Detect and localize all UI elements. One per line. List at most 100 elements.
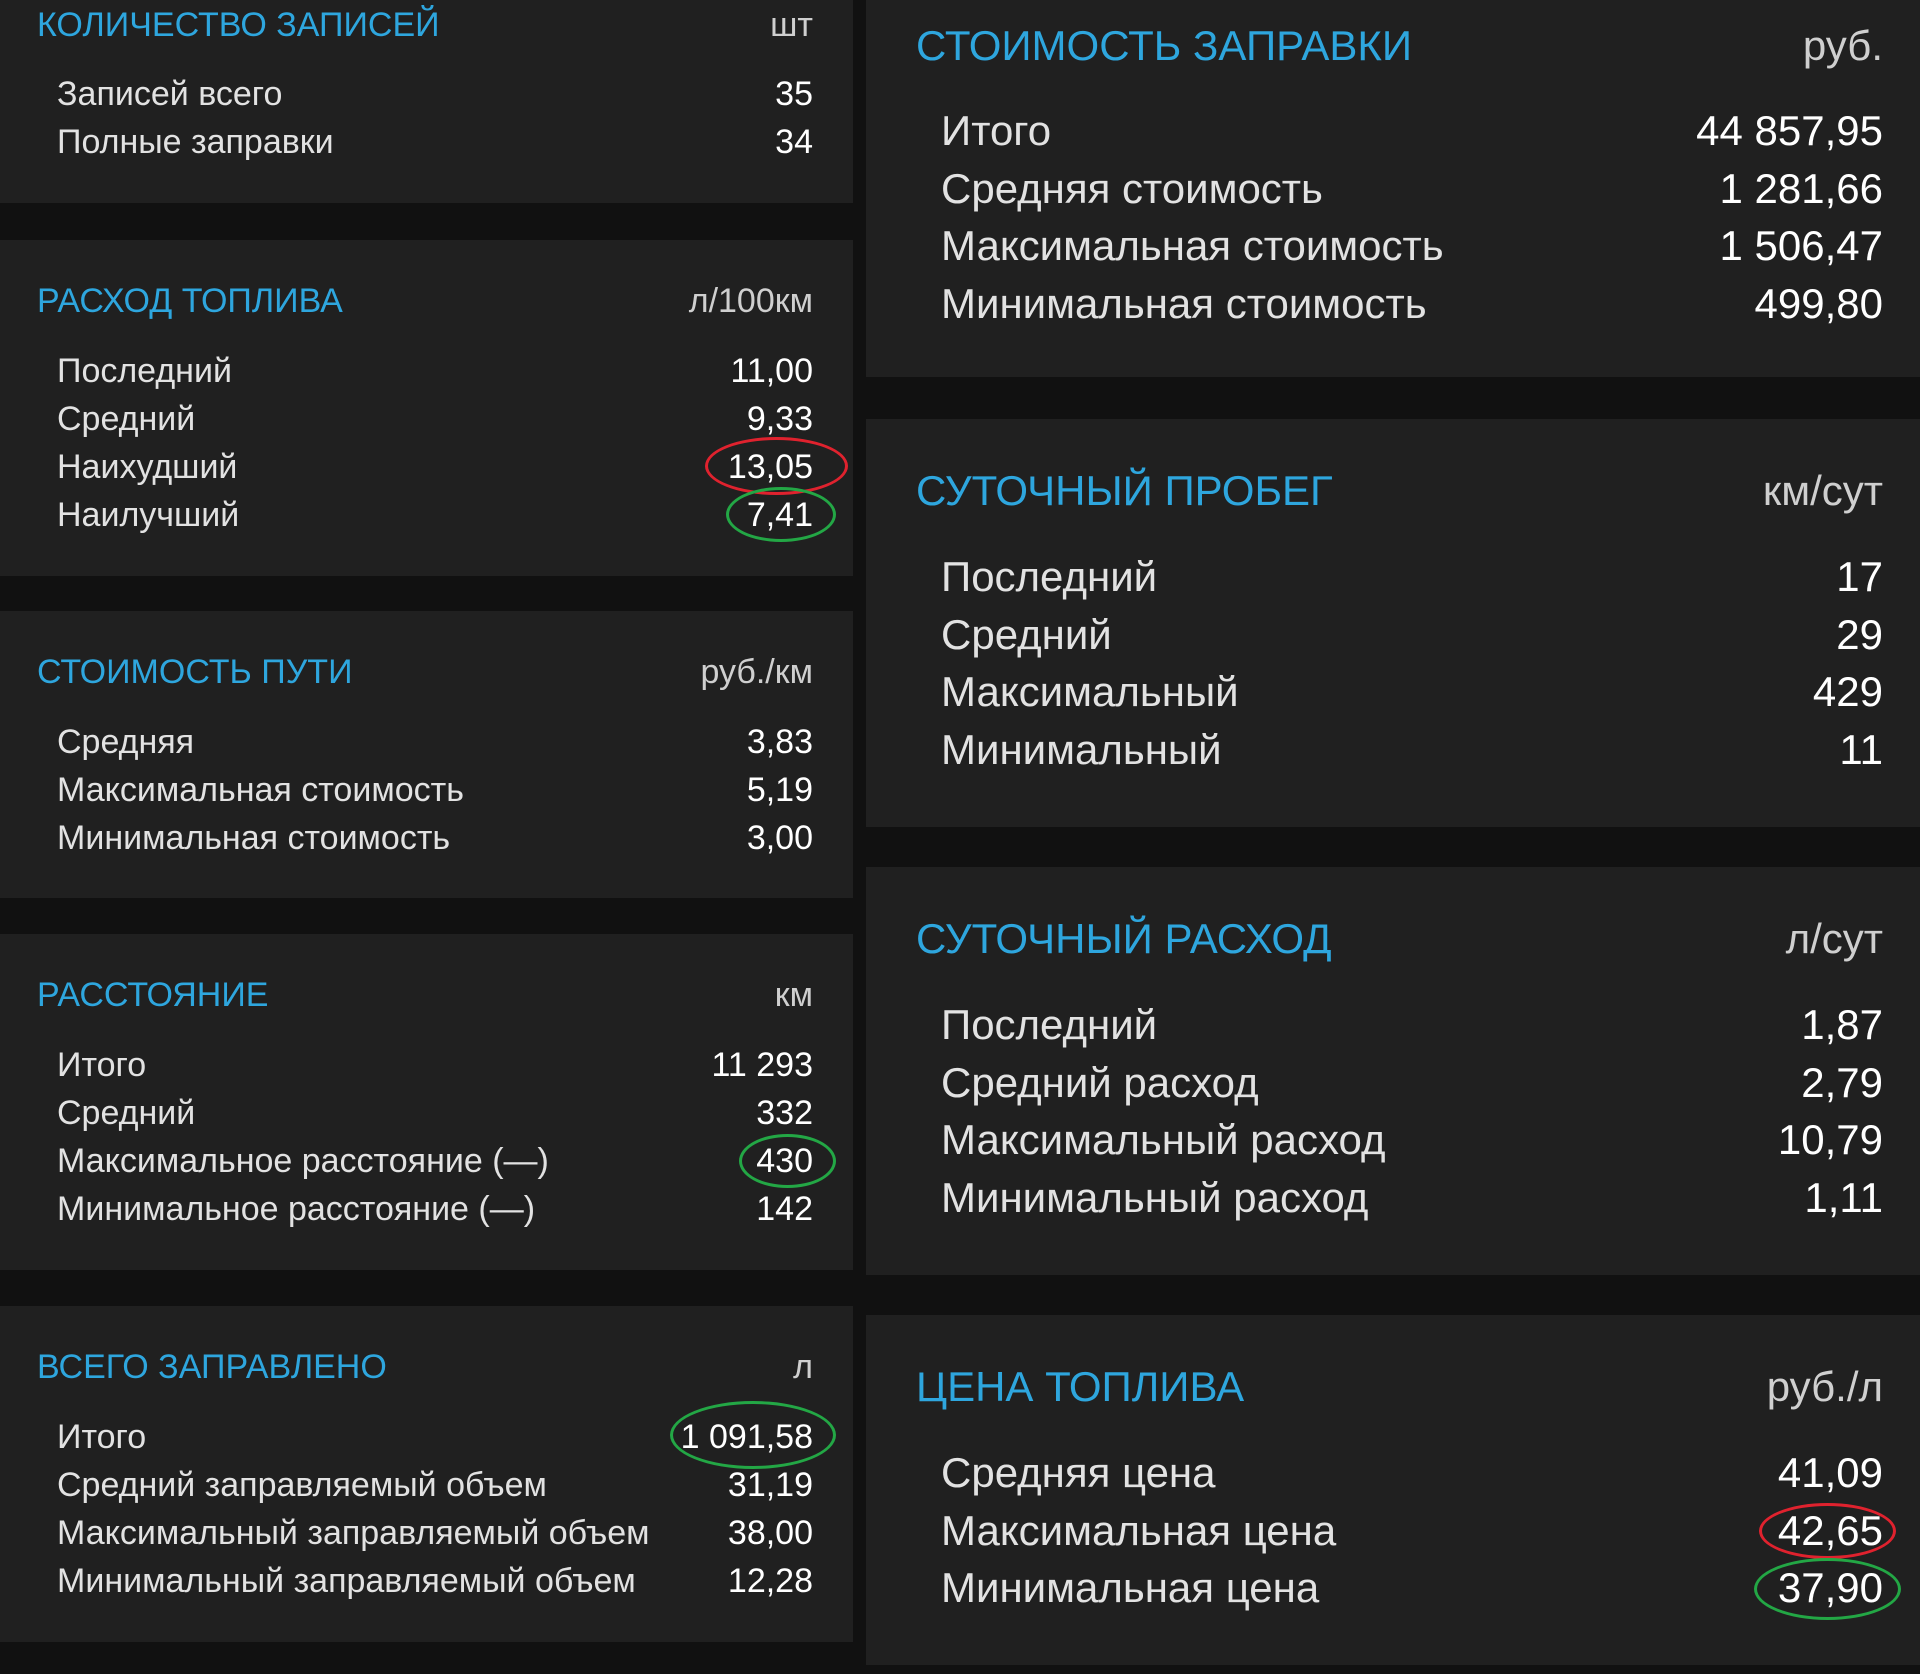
stat-row: Максимальное расстояние (—) 430: [57, 1137, 813, 1185]
card-title: РАССТОЯНИЕ: [37, 976, 269, 1014]
stat-row: Минимальный расход 1,11: [941, 1169, 1883, 1227]
stat-label: Итого: [941, 107, 1052, 154]
card-title: ВСЕГО ЗАПРАВЛЕНО: [37, 1348, 387, 1386]
stat-row: Средняя 3,83: [57, 718, 813, 766]
stat-value: 1,87: [1801, 1001, 1883, 1048]
stat-row: Наилучший 7,41: [57, 491, 813, 539]
card-unit: л: [793, 1348, 813, 1386]
stat-row: Максимальная стоимость 1 506,47: [941, 217, 1883, 275]
stat-row: Последний 11,00: [57, 347, 813, 395]
stat-label: Максимальная цена: [941, 1507, 1337, 1554]
card-title: ЦЕНА ТОПЛИВА: [916, 1363, 1245, 1410]
card-distance: РАССТОЯНИЕ км Итого 11 293 Средний 332 М…: [0, 934, 853, 1270]
stat-value: 1 091,58: [680, 1417, 813, 1456]
stat-value: 31,19: [727, 1465, 813, 1504]
stat-label: Максимальный расход: [941, 1116, 1386, 1163]
card-header: РАСХОД ТОПЛИВА л/100км: [37, 282, 813, 321]
stat-label: Средняя цена: [941, 1449, 1216, 1496]
card-header: ЦЕНА ТОПЛИВА руб./л: [916, 1363, 1883, 1411]
card-fuel-consumption: РАСХОД ТОПЛИВА л/100км Последний 11,00 С…: [0, 240, 853, 576]
stat-label: Последний: [57, 351, 232, 390]
card-title: СТОИМОСТЬ ПУТИ: [37, 653, 353, 691]
stat-label: Средний: [941, 611, 1112, 658]
stat-value: 35: [775, 74, 813, 113]
stat-value: 1 281,66: [1719, 165, 1884, 212]
stat-value: 38,00: [727, 1513, 813, 1552]
card-header: СТОИМОСТЬ ЗАПРАВКИ руб.: [916, 22, 1883, 70]
stat-row: Итого 11 293: [57, 1041, 813, 1089]
stat-label: Средняя стоимость: [941, 165, 1323, 212]
stat-row: Максимальный 429: [941, 663, 1883, 721]
stat-row: Итого 44 857,95: [941, 102, 1883, 160]
stat-row: Последний 17: [941, 548, 1883, 606]
stat-label: Наилучший: [57, 495, 240, 534]
card-refuel-cost: СТОИМОСТЬ ЗАПРАВКИ руб. Итого 44 857,95 …: [866, 0, 1920, 377]
card-unit: км: [774, 976, 813, 1014]
stat-label: Минимальное расстояние (—): [57, 1189, 536, 1228]
stat-value: 3,00: [746, 818, 813, 857]
stat-value: 2,79: [1801, 1059, 1883, 1106]
card-fuel-price: ЦЕНА ТОПЛИВА руб./л Средняя цена 41,09 М…: [866, 1315, 1920, 1665]
stat-row: Минимальный заправляемый объем 12,28: [57, 1557, 813, 1605]
stat-row: Максимальная стоимость 5,19: [57, 766, 813, 814]
stat-label: Минимальный заправляемый объем: [57, 1561, 636, 1600]
stat-label: Наихудший: [57, 447, 238, 486]
stat-row: Максимальная цена 42,65: [941, 1502, 1883, 1560]
stat-row: Средняя стоимость 1 281,66: [941, 160, 1883, 218]
stat-value: 34: [775, 122, 813, 161]
stat-value: 37,90: [1777, 1564, 1883, 1611]
stat-row: Наихудший 13,05: [57, 443, 813, 491]
stat-row: Минимальная цена 37,90: [941, 1559, 1883, 1617]
stat-label: Максимальная стоимость: [941, 222, 1444, 269]
card-unit: л/100км: [688, 282, 813, 320]
stat-value: 5,19: [746, 770, 813, 809]
stat-row: Максимальный заправляемый объем 38,00: [57, 1509, 813, 1557]
stat-value: 429: [1812, 668, 1883, 715]
stat-value: 332: [756, 1093, 813, 1132]
stat-label: Итого: [57, 1417, 147, 1456]
stat-row: Полные заправки 34: [57, 118, 813, 166]
stat-value: 12,28: [727, 1561, 813, 1600]
card-daily-consumption: СУТОЧНЫЙ РАСХОД л/сут Последний 1,87 Сре…: [866, 867, 1920, 1275]
card-title: СУТОЧНЫЙ РАСХОД: [916, 915, 1332, 962]
stat-label: Средний заправляемый объем: [57, 1465, 547, 1504]
stat-row: Средний 9,33: [57, 395, 813, 443]
card-title: КОЛИЧЕСТВО ЗАПИСЕЙ: [37, 6, 440, 44]
stat-label: Максимальный: [941, 668, 1239, 715]
stat-value: 11 293: [711, 1045, 813, 1084]
stat-row: Средний 332: [57, 1089, 813, 1137]
stat-row: Средний 29: [941, 606, 1883, 664]
stat-label: Средняя: [57, 722, 195, 761]
stat-row: Последний 1,87: [941, 996, 1883, 1054]
stat-value: 499,80: [1754, 280, 1883, 327]
card-header: СТОИМОСТЬ ПУТИ руб./км: [37, 653, 813, 692]
stat-label: Полные заправки: [57, 122, 334, 161]
stat-value: 1 506,47: [1719, 222, 1884, 269]
stat-row: Минимальная стоимость 499,80: [941, 275, 1883, 333]
stat-value: 13,05: [727, 447, 813, 486]
card-header: ВСЕГО ЗАПРАВЛЕНО л: [37, 1348, 813, 1387]
stat-value: 41,09: [1777, 1449, 1883, 1496]
stat-label: Последний: [941, 1001, 1158, 1048]
stat-row: Минимальное расстояние (—) 142: [57, 1185, 813, 1233]
stat-row: Максимальный расход 10,79: [941, 1111, 1883, 1169]
stat-value: 44 857,95: [1696, 107, 1883, 154]
stat-label: Средний расход: [941, 1059, 1259, 1106]
card-trip-cost: СТОИМОСТЬ ПУТИ руб./км Средняя 3,83 Макс…: [0, 611, 853, 898]
card-record-count: КОЛИЧЕСТВО ЗАПИСЕЙ шт Записей всего 35 П…: [0, 0, 853, 203]
stat-row: Средний заправляемый объем 31,19: [57, 1461, 813, 1509]
card-daily-mileage: СУТОЧНЫЙ ПРОБЕГ км/сут Последний 17 Сред…: [866, 419, 1920, 827]
stat-value: 7,41: [746, 495, 813, 534]
stat-row: Средний расход 2,79: [941, 1054, 1883, 1112]
card-title: РАСХОД ТОПЛИВА: [37, 282, 343, 320]
stat-label: Итого: [57, 1045, 147, 1084]
card-title: СТОИМОСТЬ ЗАПРАВКИ: [916, 22, 1413, 69]
stat-label: Максимальное расстояние (—): [57, 1141, 549, 1180]
stat-value: 11: [1839, 726, 1883, 773]
card-total-fueled: ВСЕГО ЗАПРАВЛЕНО л Итого 1 091,58 Средни…: [0, 1306, 853, 1642]
card-unit: л/сут: [1785, 915, 1883, 962]
stat-label: Минимальный: [941, 726, 1222, 773]
stat-row: Минимальная стоимость 3,00: [57, 814, 813, 862]
stat-value: 17: [1836, 553, 1883, 600]
stat-value: 11,00: [730, 351, 813, 390]
